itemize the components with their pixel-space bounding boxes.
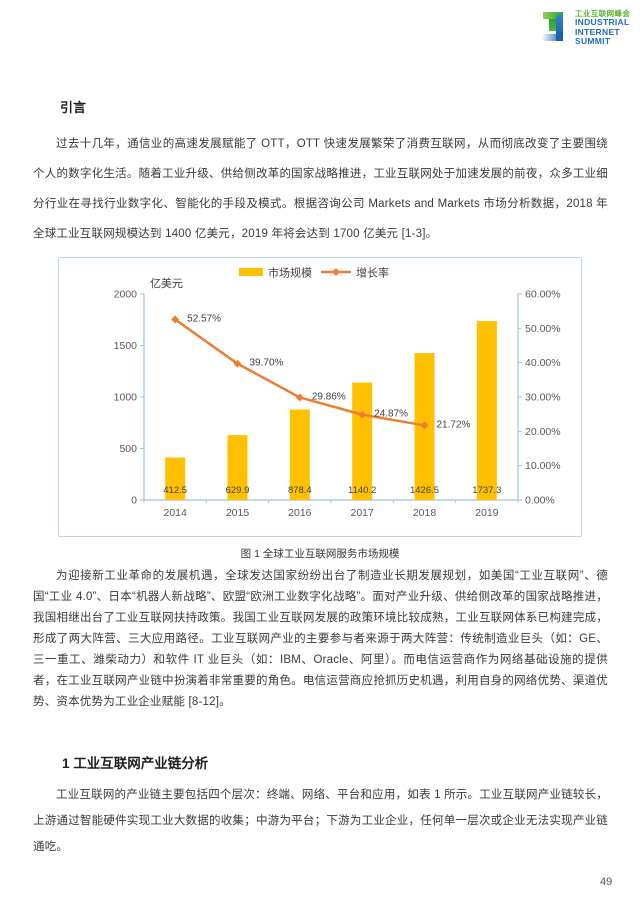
page-number: 49 (600, 876, 613, 888)
svg-text:2016: 2016 (288, 507, 312, 519)
bar-2014 (165, 457, 186, 500)
logo-title-en-3: SUMMIT (575, 36, 611, 46)
svg-text:2017: 2017 (350, 507, 374, 519)
intro-paragraph: 过去十几年，通信业的高速发展赋能了 OTT，OTT 快速发展繁荣了消费互联网，从… (33, 138, 608, 240)
market-size-chart-svg: 2000 1500 1000 500 0 60.00% 50.00% 40.00% 30.00%… (114, 266, 561, 520)
logo-shape-blue-base (543, 34, 563, 41)
svg-text:1737.3: 1737.3 (472, 485, 501, 496)
logo-shape-blue-bar (556, 15, 563, 41)
svg-text:0: 0 (131, 495, 137, 507)
svg-text:30.00%: 30.00% (525, 392, 561, 404)
bar-2019 (476, 321, 497, 500)
logo-shape-green-stem (549, 19, 556, 31)
svg-text:629.9: 629.9 (226, 485, 250, 496)
svg-text:24.87%: 24.87% (374, 409, 408, 420)
growth-point (295, 393, 304, 402)
svg-text:市场规模: 市场规模 (268, 266, 312, 280)
svg-text:2015: 2015 (226, 507, 250, 519)
svg-text:29.86%: 29.86% (312, 391, 346, 402)
figure-1-caption: 图 1 全球工业互联网服务市场规模 (240, 548, 400, 560)
svg-text:亿美元: 亿美元 (150, 277, 183, 290)
svg-text:1000: 1000 (114, 392, 138, 404)
svg-text:2019: 2019 (475, 507, 499, 519)
svg-text:39.70%: 39.70% (250, 358, 284, 369)
legend-bar-swatch (239, 268, 263, 276)
bar-2017 (352, 382, 373, 500)
svg-text:增长率: 增长率 (356, 266, 389, 280)
svg-text:1500: 1500 (114, 340, 138, 352)
summit-logo-text: 工业互联网峰会 INDUSTRIAL INTERNET SUMMIT (575, 9, 633, 47)
svg-text:20.00%: 20.00% (525, 426, 561, 438)
growth-point (420, 421, 429, 430)
svg-text:2014: 2014 (163, 507, 187, 519)
svg-text:40.00%: 40.00% (525, 357, 561, 369)
industry-chain-paragraph: 工业互联网的产业链主要包括四个层次：终端、网络、平台和应用，如表 1 所示。工业… (33, 789, 608, 853)
svg-text:10.00%: 10.00% (525, 460, 561, 472)
svg-text:2000: 2000 (114, 289, 138, 301)
growth-point (233, 359, 242, 368)
svg-text:412.5: 412.5 (163, 485, 187, 496)
svg-text:0.00%: 0.00% (525, 495, 555, 507)
growth-point (171, 315, 180, 324)
logo-shape-green-bar (543, 12, 563, 19)
svg-text:2018: 2018 (413, 507, 437, 519)
logo-title-en-2: INTERNET (575, 26, 620, 37)
intro-heading: 引言 (60, 100, 87, 115)
section-1-heading: 1 工业互联网产业链分析 (62, 756, 209, 771)
svg-text:21.72%: 21.72% (437, 419, 471, 430)
svg-text:52.57%: 52.57% (187, 314, 221, 325)
svg-text:1140.2: 1140.2 (348, 485, 376, 496)
svg-text:50.00%: 50.00% (525, 323, 561, 335)
svg-text:878.4: 878.4 (288, 485, 312, 496)
summit-logo-icon (543, 9, 571, 51)
market-size-chart: 2000 1500 1000 500 0 60.00% 50.00% 40.00% 30.00%… (58, 257, 582, 537)
logo-title-cn: 工业互联网峰会 (575, 9, 631, 18)
policy-paragraph: 为迎接新工业革命的发展机遇，全球发达国家纷纷出台了制造业长期发展规划，如美国“工… (33, 570, 608, 708)
summit-logo: 工业互联网峰会 INDUSTRIAL INTERNET SUMMIT (543, 9, 633, 51)
bar-2016 (289, 409, 310, 500)
svg-text:60.00%: 60.00% (525, 289, 561, 301)
growth-point (358, 410, 367, 419)
bar-2015 (227, 435, 248, 500)
svg-text:1426.5: 1426.5 (410, 485, 439, 496)
svg-text:500: 500 (119, 443, 137, 455)
logo-title-en-1: INDUSTRIAL (575, 17, 630, 27)
